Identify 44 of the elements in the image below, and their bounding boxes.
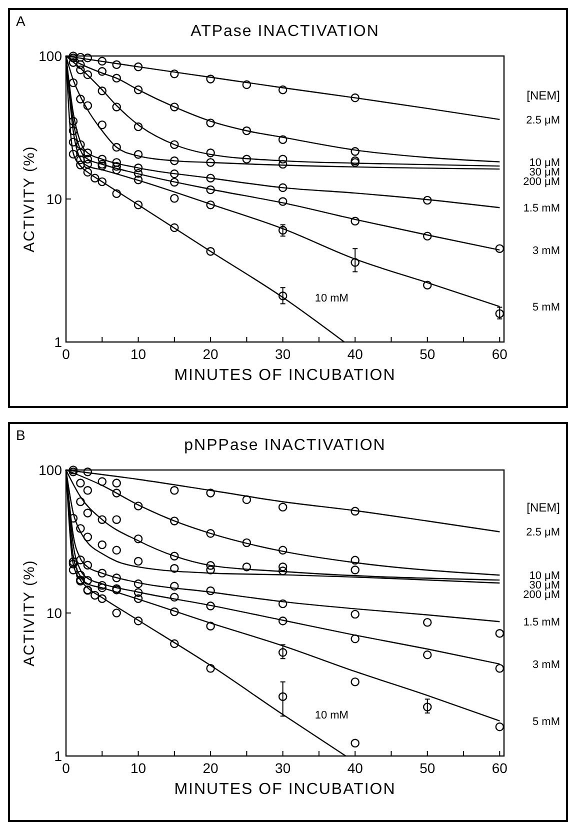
x-tick-label: 20 <box>202 760 219 776</box>
text: 1.5 mM <box>523 616 560 629</box>
y-tick-label: 1 <box>54 334 62 350</box>
legend-title: [NEM] <box>526 88 560 102</box>
text: 1.5 mM <box>523 202 560 215</box>
x-tick-label: 0 <box>62 346 70 362</box>
x-tick-label: 0 <box>62 760 70 776</box>
y-tick-label: 100 <box>38 48 62 64</box>
x-tick-label: 10 <box>130 346 146 362</box>
text: 2.5 μM <box>526 526 560 539</box>
text: A <box>16 13 26 29</box>
y-tick-label: 1 <box>54 748 62 764</box>
y-tick-label: 10 <box>46 191 62 207</box>
y-tick-label: 100 <box>38 462 62 478</box>
text: 200 μM <box>523 589 560 602</box>
series-label: 10 mM <box>314 292 348 304</box>
text: 5 mM <box>532 302 560 314</box>
y-axis-title: ACTIVITY (%) <box>21 560 38 666</box>
text: 3 mM <box>532 244 560 257</box>
x-tick-label: 20 <box>202 346 219 362</box>
text: 30 μM <box>529 166 560 178</box>
x-axis-title: MINUTES OF INCUBATION <box>174 367 396 384</box>
text: 200 μM <box>523 176 560 188</box>
x-tick-label: 50 <box>420 346 436 362</box>
x-tick-label: 30 <box>275 760 291 776</box>
x-tick-label: 10 <box>130 760 146 776</box>
x-tick-label: 50 <box>420 760 436 776</box>
x-tick-label: 40 <box>347 760 364 776</box>
x-tick-label: 40 <box>347 346 364 362</box>
text: 5 mM <box>532 716 560 728</box>
series-label: 10 mM <box>314 710 348 722</box>
text: 3 mM <box>532 658 560 671</box>
y-axis-title: ACTIVITY (%) <box>21 146 38 252</box>
chart-title: pNPPase INACTIVATION <box>184 437 386 454</box>
x-tick-label: 60 <box>492 760 508 776</box>
x-tick-label: 30 <box>275 346 291 362</box>
text: 2.5 μM <box>526 114 560 126</box>
text: 10 μM <box>529 156 560 169</box>
chart-title: ATPase INACTIVATION <box>190 23 380 40</box>
x-axis-title: MINUTES OF INCUBATION <box>174 781 396 798</box>
y-tick-label: 10 <box>46 605 62 621</box>
text: B <box>16 427 26 443</box>
legend-title: [NEM] <box>526 500 560 515</box>
x-tick-label: 60 <box>492 346 508 362</box>
